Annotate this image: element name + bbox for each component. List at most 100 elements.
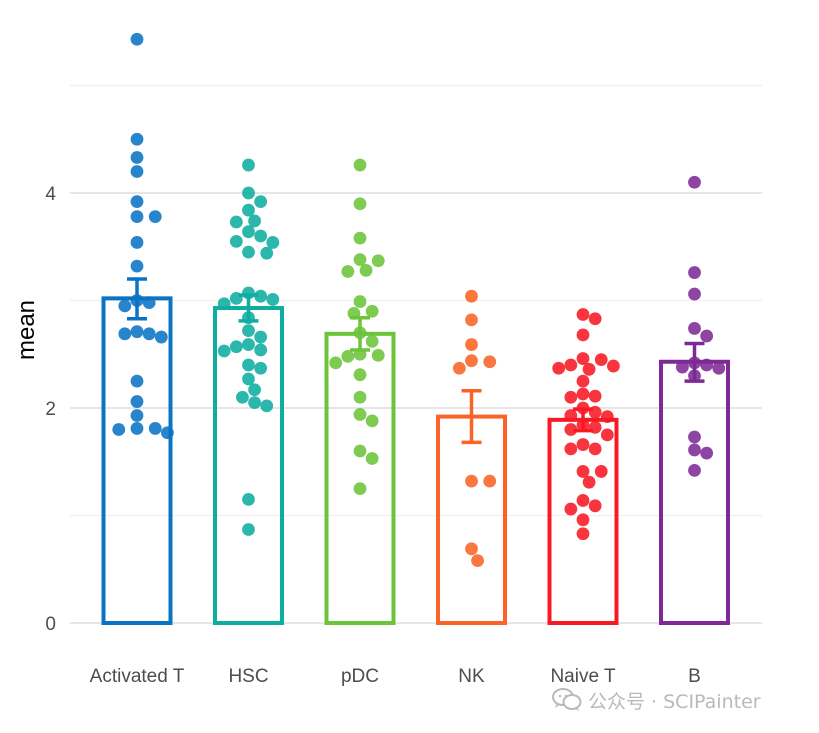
data-point (688, 463, 701, 477)
data-point (118, 327, 132, 341)
data-point (588, 420, 602, 434)
data-point (353, 295, 367, 308)
data-point (130, 325, 144, 339)
data-point (130, 294, 144, 307)
data-point (130, 409, 144, 422)
data-point (576, 465, 590, 478)
y-tick-label: 2 (45, 399, 56, 420)
data-point (353, 253, 367, 267)
data-point (242, 324, 255, 337)
data-point (329, 356, 343, 370)
data-point (353, 368, 367, 382)
data-point (700, 446, 714, 460)
data-point (260, 399, 274, 413)
data-point (353, 347, 367, 361)
data-point (688, 175, 701, 189)
y-tick-label: 4 (45, 184, 56, 205)
data-point (353, 197, 367, 211)
data-point (242, 358, 255, 372)
data-point (254, 330, 268, 344)
bar (659, 359, 730, 625)
bars (101, 296, 730, 626)
x-tick-label: pDC (341, 666, 379, 687)
data-point (688, 287, 701, 301)
data-point (576, 513, 590, 527)
data-point (229, 291, 243, 305)
data-point (254, 289, 268, 303)
bar (436, 414, 507, 625)
data-point (353, 326, 367, 340)
data-point (341, 265, 355, 278)
data-point (130, 165, 144, 178)
data-point (600, 428, 614, 442)
data-point (688, 430, 701, 444)
data-point (130, 32, 144, 46)
data-point (700, 329, 714, 343)
data-point (248, 396, 261, 410)
data-point (353, 408, 367, 421)
data-point (588, 405, 602, 419)
data-point (576, 527, 590, 541)
data-point (576, 401, 590, 415)
y-axis-label: mean (13, 300, 40, 360)
data-point (465, 354, 478, 368)
data-point (130, 151, 144, 164)
data-point (242, 338, 255, 351)
data-point (148, 210, 162, 224)
data-point (471, 554, 484, 568)
data-point (588, 442, 602, 456)
x-tick-label: Naive T (550, 666, 616, 687)
data-point (260, 246, 274, 260)
data-point (359, 264, 373, 277)
data-point (242, 311, 255, 325)
data-point (217, 297, 231, 311)
data-point (341, 350, 355, 363)
data-point (242, 158, 255, 172)
data-point (607, 359, 620, 373)
data-point (582, 475, 596, 489)
data-point (229, 340, 243, 354)
x-tick-label: HSC (228, 666, 268, 687)
data-point (142, 327, 156, 341)
watermark: 公众号 · SCIPainter (552, 686, 761, 714)
data-point (712, 361, 726, 375)
data-point (254, 343, 268, 357)
data-point (465, 313, 478, 327)
x-axis-ticks: Activated T HSC pDC NK Naive T B (90, 666, 701, 687)
grid-lines (70, 84, 762, 624)
data-point (588, 312, 602, 326)
data-point (465, 338, 478, 351)
data-point (576, 387, 590, 401)
data-point (347, 307, 361, 320)
data-point (483, 474, 497, 488)
data-point (564, 390, 578, 404)
data-point (242, 203, 255, 217)
data-point (353, 231, 367, 245)
data-point (353, 482, 367, 496)
data-point (242, 186, 255, 200)
watermark-text: 公众号 · SCIPainter (588, 690, 761, 713)
data-point (242, 372, 255, 386)
data-point (483, 355, 497, 369)
data-point (229, 234, 243, 248)
error-bar (461, 389, 482, 445)
data-point (452, 361, 466, 375)
data-point (266, 236, 280, 249)
x-tick-label: Activated T (90, 666, 185, 687)
data-point (688, 266, 701, 279)
y-axis-ticks: 0 2 4 (45, 184, 56, 635)
data-point (112, 423, 126, 436)
data-point (576, 328, 590, 342)
data-point (130, 422, 144, 435)
data-point (365, 334, 379, 348)
x-tick-label: NK (458, 666, 485, 687)
data-point (594, 465, 608, 478)
data-point (564, 358, 578, 372)
data-point (576, 374, 590, 388)
data-point (353, 444, 367, 458)
data-point (588, 389, 602, 403)
data-point (242, 492, 255, 506)
data-point (564, 409, 578, 422)
data-point (365, 414, 379, 428)
